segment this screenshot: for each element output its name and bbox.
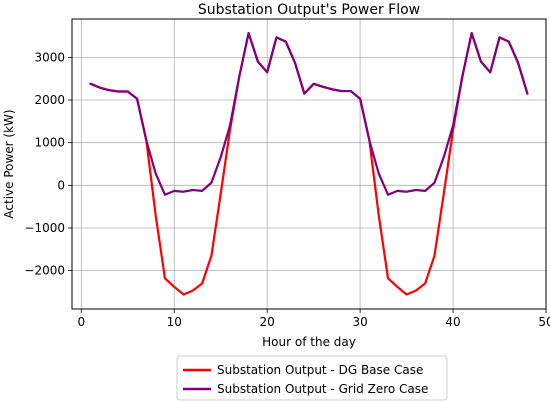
y-tick-label: 3000 (34, 50, 65, 64)
y-axis-label: Active Power (kW) (2, 109, 16, 218)
x-tick-label: 30 (352, 315, 367, 329)
series-line-grid-zero-case (89, 31, 529, 196)
y-tick-label: −1000 (24, 221, 65, 235)
x-tick-label: 10 (167, 315, 182, 329)
y-tick-label: 2000 (34, 93, 65, 107)
legend: Substation Output - DG Base Case Substat… (176, 355, 448, 401)
y-axis-ticks: −2000 −1000 0 1000 2000 3000 (24, 50, 72, 278)
series-line-dg-base-case (89, 31, 529, 296)
chart-title: Substation Output's Power Flow (198, 2, 420, 18)
legend-box (176, 355, 448, 401)
x-tick-label: 50 (538, 315, 550, 329)
series-lines (89, 31, 529, 296)
y-tick-label: 1000 (34, 136, 65, 150)
plot-area-frame (71, 18, 547, 310)
x-axis-ticks: 0 10 20 30 40 50 (77, 309, 550, 329)
x-tick-label: 0 (77, 315, 85, 329)
x-tick-label: 20 (260, 315, 275, 329)
y-tick-label: 0 (57, 178, 65, 192)
legend-entry-grid-zero: Substation Output - Grid Zero Case (217, 382, 428, 396)
grid-lines (72, 19, 547, 309)
x-axis-label: Hour of the day (262, 335, 356, 349)
x-tick-label: 40 (445, 315, 460, 329)
y-tick-label: −2000 (24, 264, 65, 278)
legend-entry-dg-base: Substation Output - DG Base Case (217, 363, 423, 377)
